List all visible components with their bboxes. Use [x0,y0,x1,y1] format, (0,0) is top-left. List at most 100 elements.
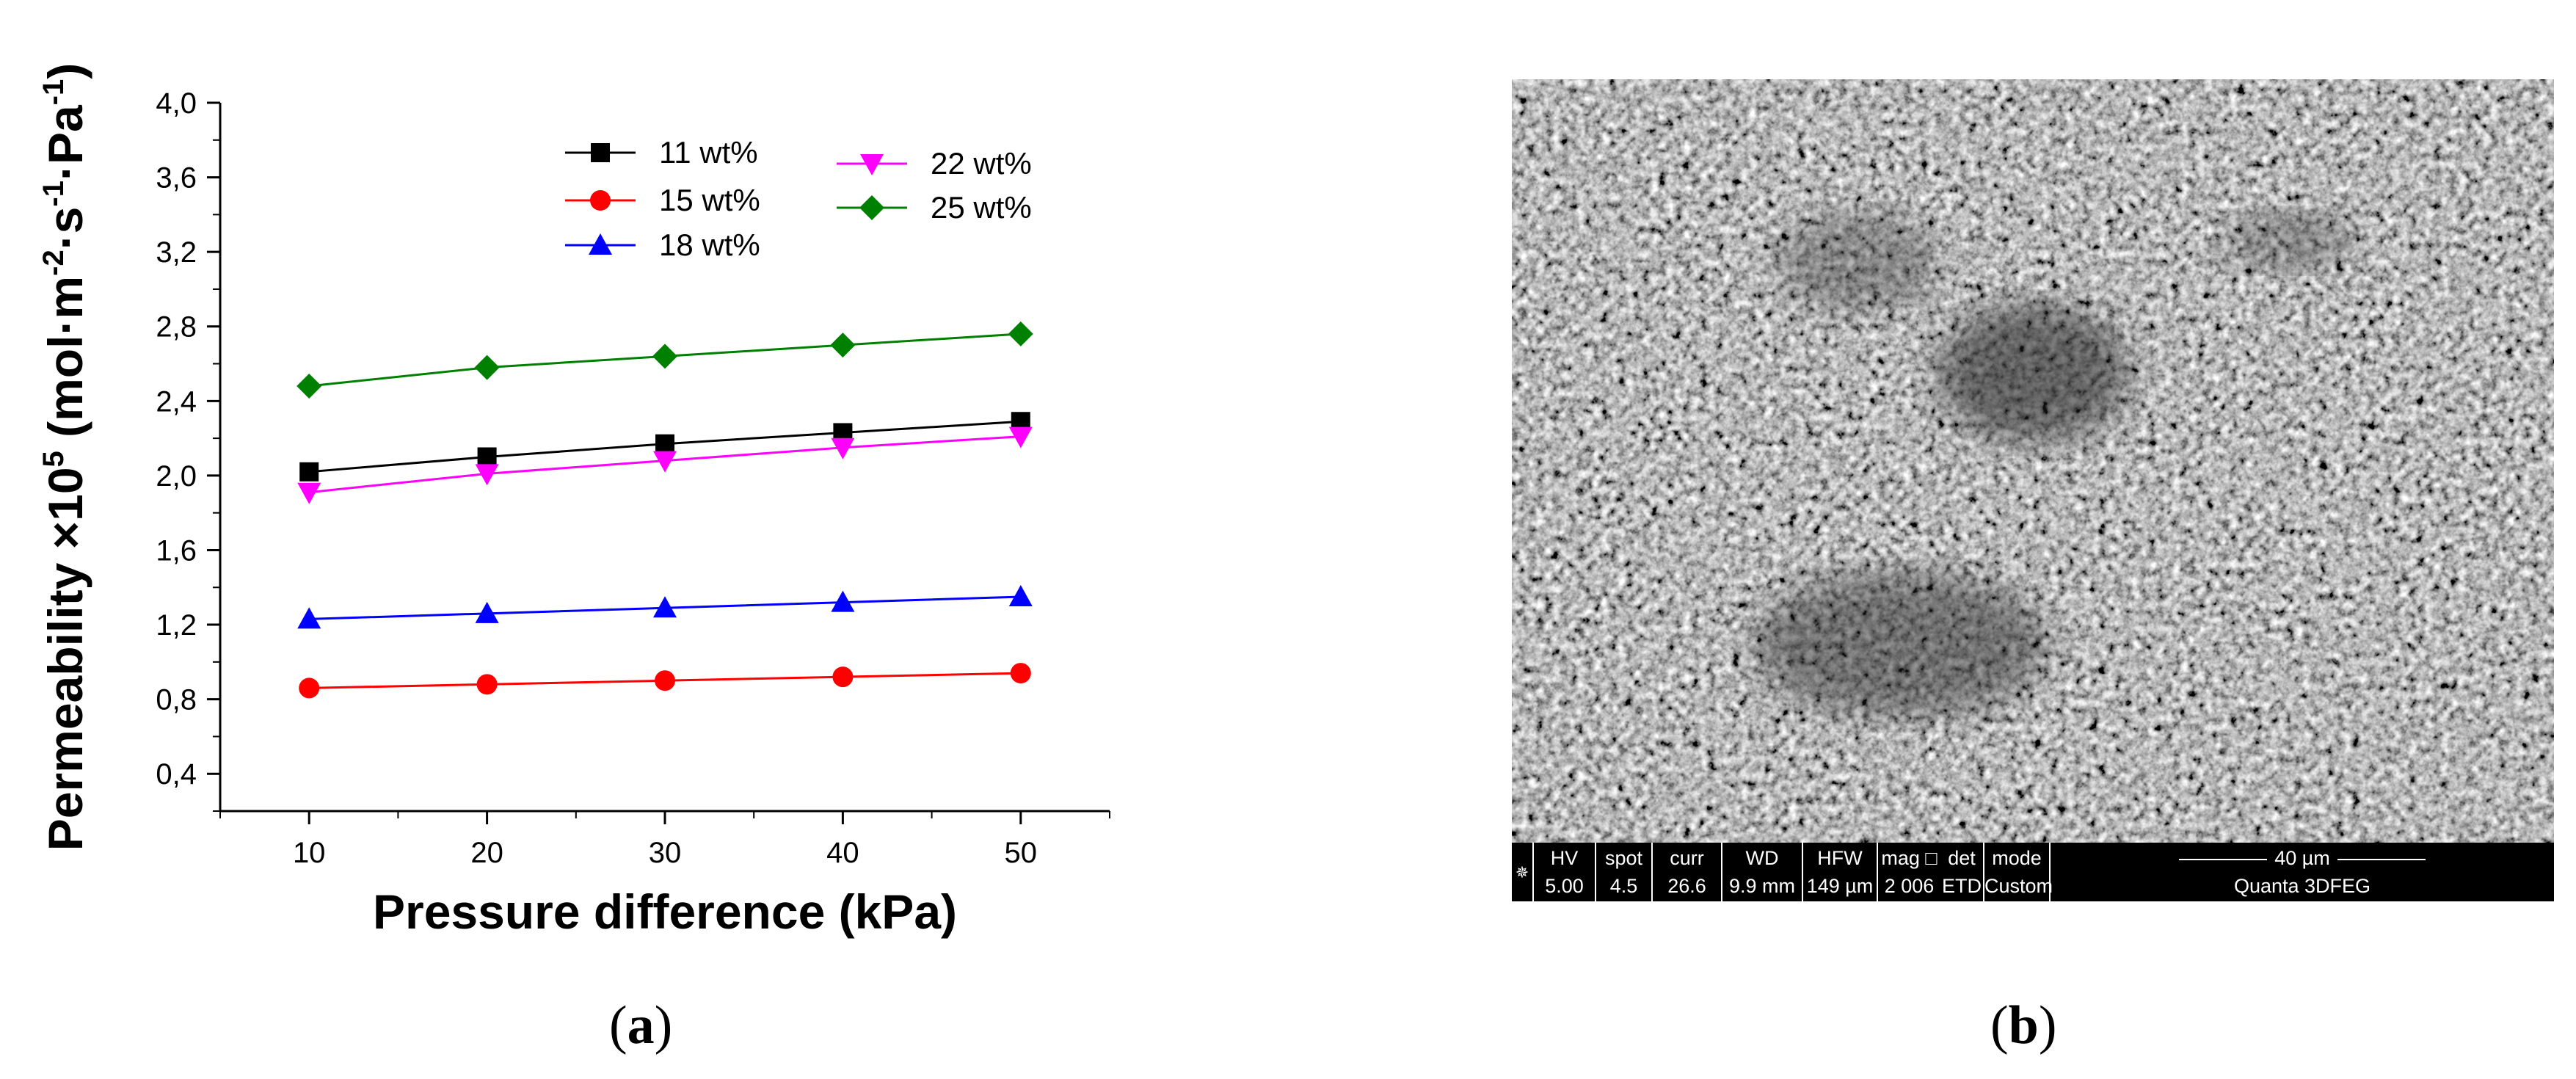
y-label-text: ·s [38,207,92,250]
databar-key: mode [1992,847,2042,869]
marker-triangle-up [297,607,321,629]
y-tick-label: 1,6 [156,534,197,567]
legend-label: 25 wt% [931,190,1032,225]
y-tick-label: 0,8 [156,684,197,716]
y-label-text: ) [38,63,92,79]
legend-label: 22 wt% [931,146,1032,181]
legend-item: 15 wt% [565,183,760,217]
y-tick-label: 2,0 [156,460,197,493]
marker-circle [299,677,320,699]
legend-item: 25 wt% [837,190,1032,225]
series-25wt [296,321,1033,399]
series-22wt [297,426,1033,504]
legend-label: 11 wt% [659,135,758,170]
y-label-superscript: -2 [37,250,70,276]
x-tick-label: 50 [1005,837,1038,869]
marker-circle [476,674,498,695]
x-tick-label: 20 [470,837,503,869]
marker-triangle-up [831,590,855,612]
caption-b: (b) [1990,995,2057,1056]
legend-item: 22 wt% [837,146,1032,181]
marker-circle [1010,663,1031,684]
marker-triangle-down [860,154,884,175]
y-tick-label: 1,2 [156,609,197,642]
x-tick-label: 10 [293,837,326,869]
marker-square [477,447,497,467]
y-tick-label: 0,4 [156,758,197,791]
databar-field-spot: spot 4.5 [1596,843,1653,901]
databar-key: det [1948,847,1976,869]
scale-label: 40 µm [2274,847,2330,869]
databar-value: 2 006 x [1884,875,1935,901]
x-tick-label: 40 [826,837,859,869]
databar-key: curr [1670,847,1704,869]
instrument-name: Quanta 3DFEG [2233,875,2371,897]
y-axis-label: Permeability ×105 (mol·m-2·s-1·Pa-1) [37,63,92,851]
marker-triangle-down [475,464,499,486]
series-18wt [297,584,1033,629]
databar-value: 26.6 pA [1667,875,1706,901]
y-label-text: ·Pa [38,104,92,181]
databar-key: HV [1550,847,1579,869]
databar-field-det: det ETD [1940,843,1984,901]
databar-value: 4.5 [1609,875,1638,897]
legend-item: 18 wt% [565,228,760,262]
x-axis-label: Pressure difference (kPa) [373,884,957,939]
legend-label: 18 wt% [659,228,760,262]
databar-key: spot [1604,847,1643,869]
y-label-text: (mol·m [38,276,92,451]
legend-label: 15 wt% [659,183,760,217]
marker-diamond [859,195,884,220]
y-tick-label: 2,4 [156,385,197,418]
y-tick-label: 4,0 [156,87,197,120]
sem-micrograph: ✵ HV 5.00 kV spot 4.5 curr 26.6 pA WD 9.9 mm HFW 1… [1512,79,2554,901]
series-15wt [299,663,1031,699]
marker-diamond [296,374,322,399]
sem-logo-icon: ✵ [1512,843,1534,901]
y-label-superscript: -1 [37,181,70,207]
permeability-chart: 0,4 0,8 1,2 1,6 2,0 2,4 2,8 3,2 3,6 4,0 10 20 30 40 50… [37,63,1110,939]
databar-value: 9.9 mm [1728,875,1796,897]
marker-diamond [474,355,500,380]
y-label-superscript: 5 [37,451,70,467]
legend-item: 11 wt% [565,135,758,170]
marker-circle [655,670,675,691]
marker-square [299,462,319,482]
sem-image [1512,79,2554,843]
marker-triangle-up [589,233,612,255]
sem-databar: ✵ HV 5.00 kV spot 4.5 curr 26.6 pA WD 9.9 mm HFW 1… [1512,843,2554,901]
y-label-superscript: -1 [37,79,70,106]
marker-diamond [1008,321,1033,346]
databar-field-wd: WD 9.9 mm [1722,843,1803,901]
marker-triangle-up [653,596,677,618]
y-label-text: Permeability ×10 [38,467,92,851]
databar-key: HFW [1817,847,1863,869]
marker-triangle-down [831,437,855,459]
databar-key: mag □ [1881,847,1938,869]
marker-circle [590,190,611,211]
marker-square [591,143,610,162]
marker-square [655,434,674,454]
y-tick-label: 2,8 [156,311,197,344]
databar-field-hv: HV 5.00 kV [1534,843,1596,901]
marker-triangle-up [1008,584,1033,606]
y-tick-label: 3,2 [156,236,197,269]
scale-bar: 40 µm [2051,846,2554,871]
databar-key: WD [1745,847,1779,869]
marker-diamond [652,344,677,369]
marker-triangle-down [297,482,321,504]
databar-value: 5.00 kV [1545,875,1584,901]
y-tick-label: 3,6 [156,162,197,195]
marker-circle [832,666,854,688]
marker-triangle-down [1008,426,1033,448]
databar-field-mode: mode Custom [1984,843,2053,901]
databar-scale: 40 µm Quanta 3DFEG [2051,843,2554,901]
x-tick-label: 30 [649,837,682,869]
databar-value: Custom [1984,875,2053,897]
caption-a: (a) [609,995,673,1056]
databar-field-curr: curr 26.6 pA [1653,843,1722,901]
databar-value: 149 µm [1806,875,1874,897]
marker-triangle-down [653,451,677,473]
databar-field-hfw: HFW 149 µm [1803,843,1878,901]
marker-triangle-up [475,601,499,623]
